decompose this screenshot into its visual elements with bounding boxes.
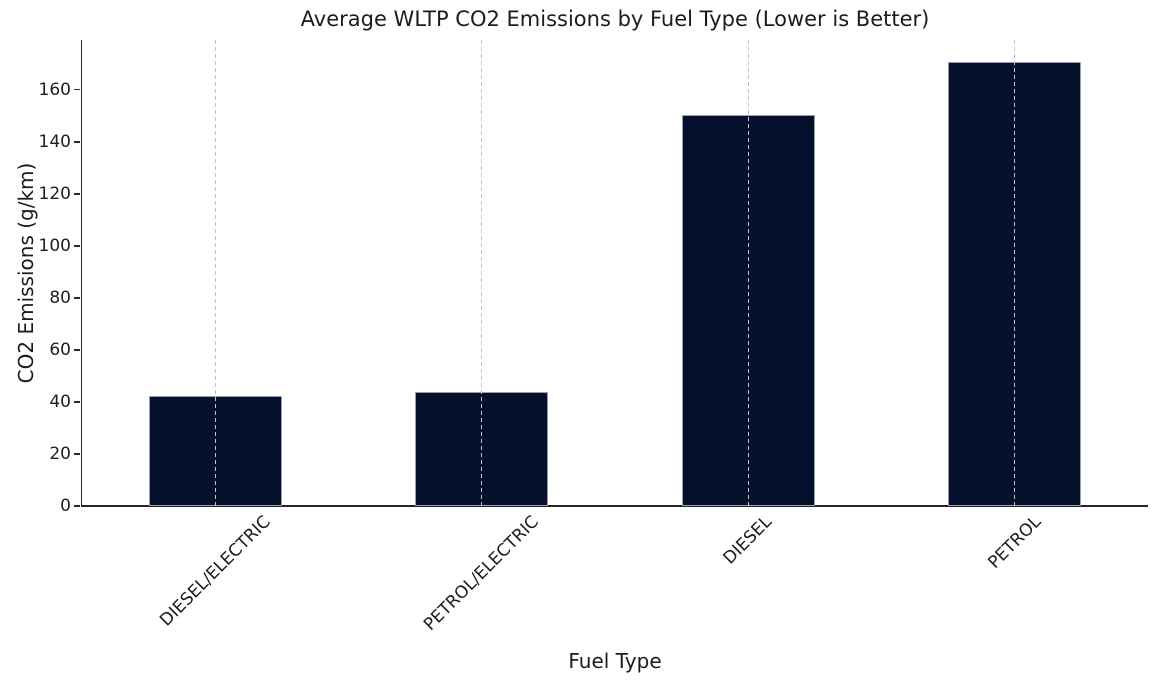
x-axis-spine — [80, 505, 1148, 507]
y-tick-label: 140 — [38, 131, 71, 152]
y-tick-label: 160 — [38, 79, 71, 100]
x-gridline — [747, 40, 749, 506]
x-tick-label: PETROL — [984, 512, 1046, 573]
y-tick-label: 20 — [49, 443, 71, 464]
y-tick-mark — [74, 192, 80, 195]
x-gridline — [1014, 40, 1016, 506]
x-tick-label: DIESEL/ELECTRIC — [156, 512, 275, 631]
y-tick-label: 100 — [38, 235, 71, 256]
y-tick-label: 120 — [38, 183, 71, 204]
x-tick-label: DIESEL — [719, 512, 777, 569]
y-axis-spine — [80, 40, 82, 506]
chart-title: Average WLTP CO2 Emissions by Fuel Type … — [300, 7, 930, 31]
y-tick-mark — [74, 297, 80, 299]
y-tick-mark — [74, 245, 80, 247]
y-tick-mark — [74, 88, 80, 91]
y-tick-mark — [74, 349, 80, 351]
y-tick-mark — [74, 505, 80, 507]
y-tick-mark — [74, 140, 80, 143]
y-tick-label: 60 — [49, 339, 71, 360]
x-tick-label: PETROL/ELECTRIC — [420, 512, 544, 635]
y-tick-mark — [74, 401, 80, 403]
x-axis-label: Fuel Type — [568, 649, 662, 673]
y-tick-label: 40 — [49, 391, 71, 412]
x-gridline — [214, 40, 216, 506]
y-tick-label: 80 — [49, 287, 71, 308]
y-tick-label: 0 — [60, 496, 71, 516]
y-tick-mark — [74, 453, 80, 455]
plot-area — [82, 40, 1148, 506]
x-gridline — [481, 40, 483, 506]
